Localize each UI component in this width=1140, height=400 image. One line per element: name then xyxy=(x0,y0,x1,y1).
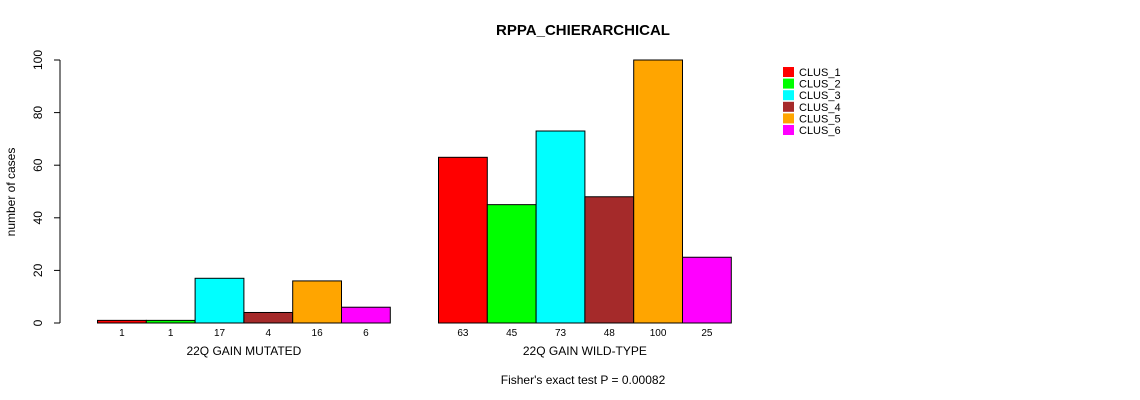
bar-value-label: 1 xyxy=(119,328,125,339)
bar-value-label: 45 xyxy=(506,328,518,339)
legend-swatch xyxy=(783,113,794,124)
bar-value-label: 16 xyxy=(312,328,324,339)
chart-title: RPPA_CHIERARCHICAL xyxy=(496,22,670,39)
fisher-test-footnote: Fisher's exact test P = 0.00082 xyxy=(501,373,666,387)
bar-clus-3-group-2 xyxy=(535,130,586,324)
legend-label: CLUS_3 xyxy=(799,90,841,102)
y-tick-label: 20 xyxy=(31,263,45,277)
bar-clus-4-group-2 xyxy=(584,196,635,324)
bar-clus-2-group-2 xyxy=(486,204,537,324)
bar-clus-6-group-2 xyxy=(682,256,732,324)
bar-value-label: 73 xyxy=(555,328,567,339)
bar-value-label: 4 xyxy=(266,328,272,339)
group-label: 22Q GAIN MUTATED xyxy=(186,344,301,358)
bar-clus-6-group-1 xyxy=(341,306,391,324)
legend-swatch xyxy=(783,90,794,101)
legend-swatch xyxy=(783,67,794,77)
legend-swatch xyxy=(783,78,794,89)
y-tick-label: 100 xyxy=(31,50,45,70)
bar-clus-2-group-1 xyxy=(145,319,196,324)
bar-clus-3-group-1 xyxy=(194,277,245,324)
y-axis-label: number of cases xyxy=(4,148,18,237)
legend-swatch xyxy=(783,125,794,135)
bar-value-label: 48 xyxy=(604,328,616,339)
y-tick-label: 60 xyxy=(31,158,45,172)
bar-clus-1-group-1 xyxy=(97,319,147,324)
y-tick-label: 0 xyxy=(31,319,45,326)
bar-value-labels: 1 1 17 4 16 6 63 45 73 48 100 25 xyxy=(119,328,713,339)
bar-value-label: 100 xyxy=(650,328,667,339)
legend-label: CLUS_5 xyxy=(799,113,841,125)
bar-value-label: 1 xyxy=(168,328,174,339)
legend-label: CLUS_4 xyxy=(799,102,841,114)
legend-swatch xyxy=(783,101,794,112)
bar-value-label: 25 xyxy=(701,328,713,339)
bar-clus-4-group-1 xyxy=(243,311,294,324)
bar-clus-5-group-1 xyxy=(292,280,343,324)
y-tick-label: 40 xyxy=(31,211,45,225)
legend-label: CLUS_2 xyxy=(799,79,841,91)
group-label: 22Q GAIN WILD-TYPE xyxy=(523,344,647,358)
y-axis: 0 20 40 60 80 100 xyxy=(31,50,61,326)
legend-label: CLUS_6 xyxy=(799,125,841,137)
group-labels: 22Q GAIN MUTATED 22Q GAIN WILD-TYPE xyxy=(186,344,646,358)
bar-value-label: 6 xyxy=(363,328,369,339)
bars xyxy=(97,59,732,324)
bar-value-label: 63 xyxy=(457,328,469,339)
legend-label: CLUS_1 xyxy=(799,67,841,79)
bar-value-label: 17 xyxy=(214,328,226,339)
bar-clus-5-group-2 xyxy=(633,59,684,324)
y-tick-label: 80 xyxy=(31,106,45,120)
bar-clus-1-group-2 xyxy=(438,156,488,324)
